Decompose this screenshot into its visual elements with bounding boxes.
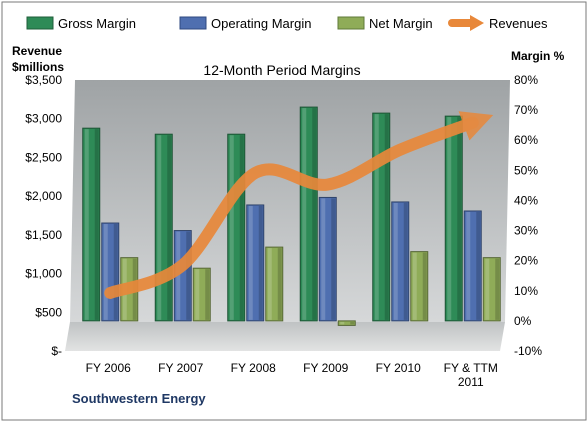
right-tick-label: 80% xyxy=(514,73,538,87)
legend-net-margin-swatch xyxy=(337,16,365,30)
bar-net-margin xyxy=(410,251,429,322)
chart-title: 12-Month Period Margins xyxy=(203,62,360,78)
right-tick-label: -10% xyxy=(514,344,542,358)
bar-net-margin xyxy=(482,257,501,322)
bar-gross-margin xyxy=(299,106,318,322)
right-tick-label: 60% xyxy=(514,133,538,147)
bar-net-margin xyxy=(337,320,356,326)
right-tick-label: 10% xyxy=(514,284,538,298)
right-tick-label: 30% xyxy=(514,224,538,238)
legend-revenues-label: Revenues xyxy=(489,16,548,31)
left-tick-label: $1,000 xyxy=(25,267,62,281)
bar-gross-margin xyxy=(154,133,173,322)
left-axis-label-line2: $millions xyxy=(12,60,64,74)
footer-company: Southwestern Energy xyxy=(72,391,206,406)
bar-operating-margin xyxy=(391,201,410,322)
bar-operating-margin xyxy=(318,196,337,322)
left-tick-label: $- xyxy=(51,344,62,358)
left-axis: $- $500 $1,000 $1,500 $2,000 $2,500 $3,000 $3,5… xyxy=(25,73,62,358)
category-label: FY 2006 xyxy=(86,361,131,375)
right-tick-label: 0% xyxy=(514,314,532,328)
left-tick-label: $2,500 xyxy=(25,150,62,164)
bar-net-margin xyxy=(192,267,211,322)
plot-floor xyxy=(65,322,505,351)
right-tick-label: 40% xyxy=(514,193,538,207)
right-axis: -10% 0% 10% 20% 30% 40% 50% 60% 70% 80% xyxy=(514,73,542,358)
left-tick-label: $3,000 xyxy=(25,112,62,126)
right-tick-label: 70% xyxy=(514,103,538,117)
legend-revenues-arrow-icon xyxy=(470,15,484,31)
bar-operating-margin xyxy=(463,210,482,322)
left-axis-label-line1: Revenue xyxy=(12,44,62,58)
left-tick-label: $500 xyxy=(35,305,62,319)
revenue-series xyxy=(104,111,494,299)
legend-net-margin-label: Net Margin xyxy=(369,16,433,31)
left-tick-label: $3,500 xyxy=(25,73,62,87)
bar-gross-margin xyxy=(444,115,463,322)
category-label: FY 2007 xyxy=(158,361,203,375)
bar-gross-margin xyxy=(372,112,391,322)
left-tick-label: $1,500 xyxy=(25,228,62,242)
legend: Gross Margin Operating Margin Net Margin… xyxy=(26,15,548,31)
category-label: FY 2008 xyxy=(231,361,276,375)
legend-operating-margin-swatch xyxy=(179,16,207,30)
right-axis-label: Margin % xyxy=(511,49,565,63)
bar-operating-margin xyxy=(101,222,120,322)
legend-gross-margin-label: Gross Margin xyxy=(58,16,136,31)
legend-operating-margin-label: Operating Margin xyxy=(211,16,311,31)
right-tick-label: 20% xyxy=(514,254,538,268)
category-label: FY & TTM xyxy=(444,361,498,375)
legend-gross-margin-swatch xyxy=(26,16,54,30)
bar-gross-margin xyxy=(82,127,101,322)
bar-net-margin xyxy=(265,246,284,322)
category-label: 2011 xyxy=(458,375,484,389)
bar-operating-margin xyxy=(246,204,265,322)
category-label: FY 2010 xyxy=(376,361,421,375)
category-label: FY 2009 xyxy=(303,361,348,375)
left-tick-label: $2,000 xyxy=(25,189,62,203)
right-tick-label: 50% xyxy=(514,163,538,177)
category-axis: FY 2006 FY 2007 FY 2008 FY 2009 FY 2010 FY & … xyxy=(86,361,498,389)
bar-gross-margin xyxy=(227,133,246,322)
